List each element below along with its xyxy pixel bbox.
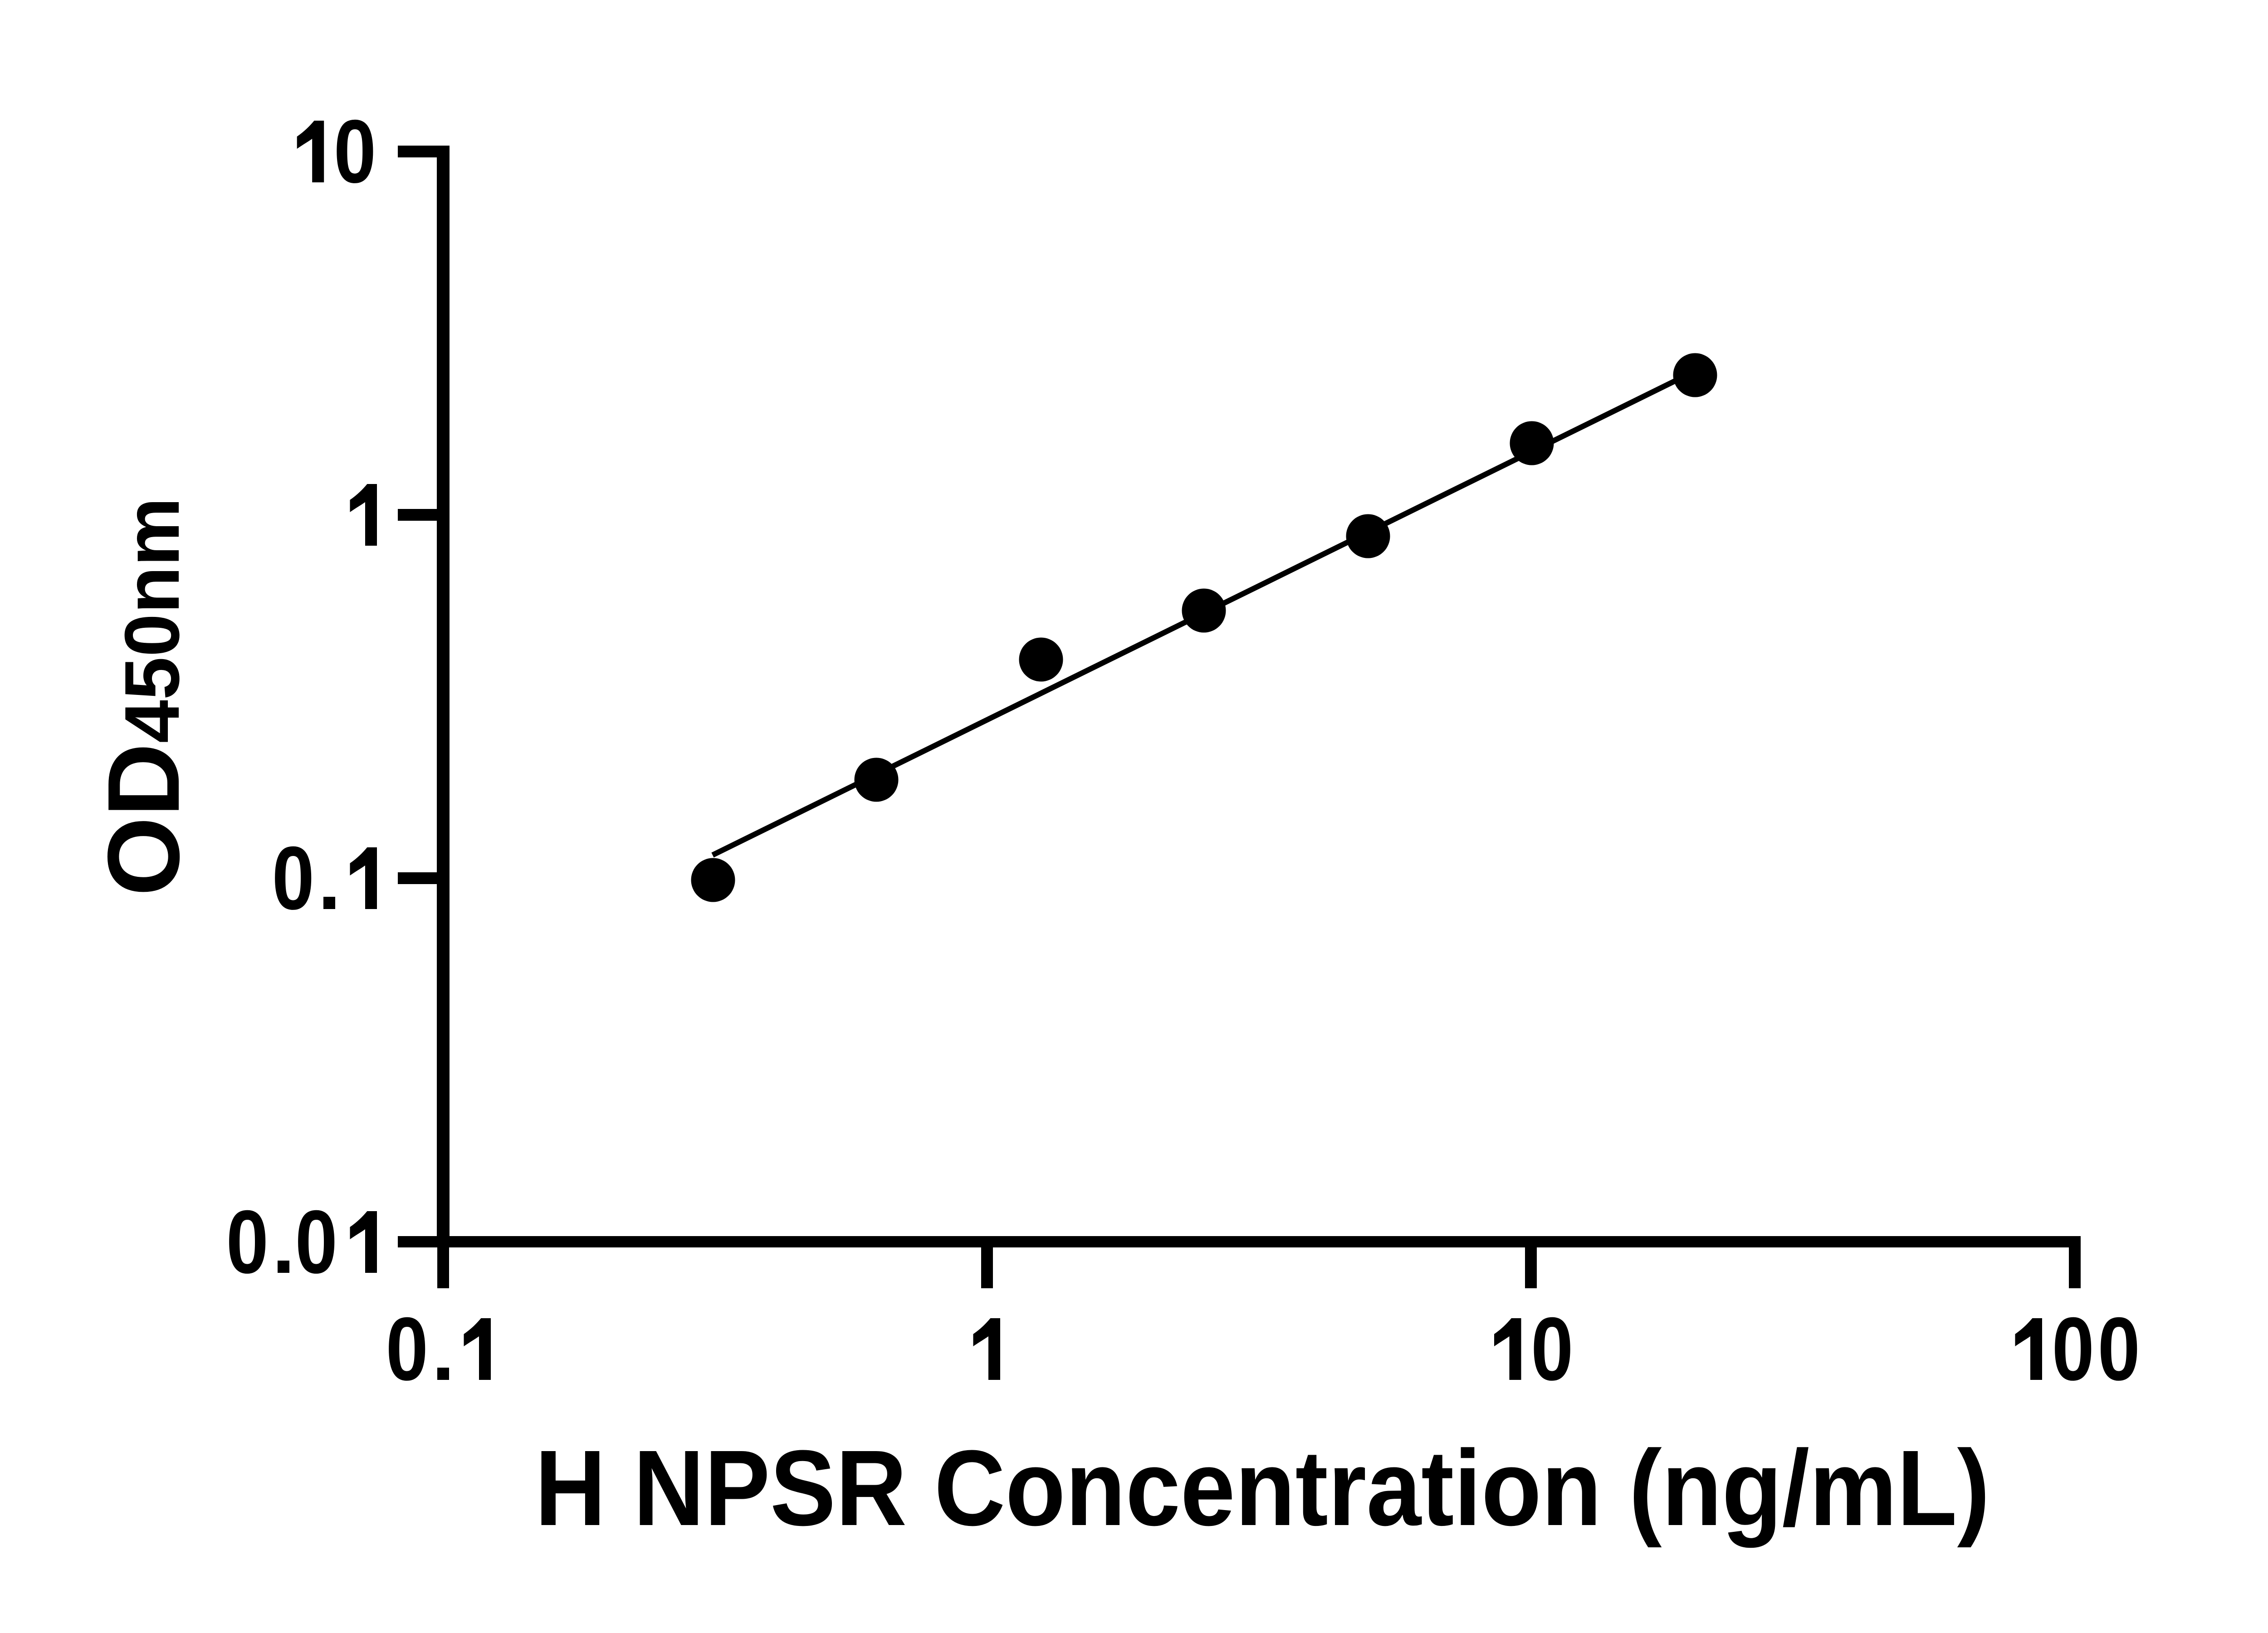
svg-text:0: 0 — [295, 1192, 338, 1292]
svg-text:0: 0 — [272, 828, 315, 928]
svg-text:0: 0 — [226, 1192, 269, 1292]
svg-text:0: 0 — [334, 101, 376, 201]
svg-text:0: 0 — [2052, 1299, 2095, 1399]
svg-text:0: 0 — [1531, 1299, 1574, 1399]
svg-text:0: 0 — [2098, 1299, 2141, 1399]
svg-text:H NPSR Concentration (ng/mL): H NPSR Concentration (ng/mL) — [535, 1428, 1990, 1548]
svg-text:0: 0 — [386, 1299, 429, 1399]
